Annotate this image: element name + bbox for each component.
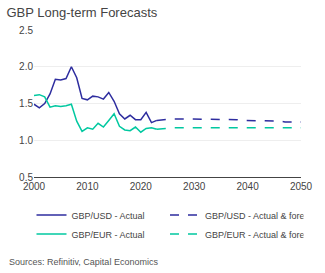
svg-text:GBP/USD - Actual & forecast: GBP/USD - Actual & forecast — [205, 211, 304, 221]
svg-text:2030: 2030 — [183, 181, 206, 192]
svg-text:GBP/EUR - Actual: GBP/EUR - Actual — [72, 230, 145, 240]
svg-text:1.5: 1.5 — [19, 98, 33, 109]
svg-text:2.0: 2.0 — [19, 61, 33, 72]
svg-text:2010: 2010 — [76, 181, 99, 192]
svg-text:1.0: 1.0 — [19, 135, 33, 146]
svg-text:2.5: 2.5 — [19, 25, 33, 36]
svg-text:2020: 2020 — [130, 181, 153, 192]
svg-text:GBP/USD - Actual: GBP/USD - Actual — [72, 211, 145, 221]
svg-text:2040: 2040 — [236, 181, 259, 192]
svg-text:GBP/EUR - Actual & forecast: GBP/EUR - Actual & forecast — [205, 230, 304, 240]
svg-text:2000: 2000 — [23, 181, 46, 192]
svg-text:GBP Long-term Forecasts: GBP Long-term Forecasts — [7, 5, 158, 20]
svg-text:2050: 2050 — [290, 181, 313, 192]
svg-text:0.5: 0.5 — [19, 172, 33, 183]
svg-text:Sources: Refinitiv, Capital Ec: Sources: Refinitiv, Capital Economics — [9, 257, 158, 267]
